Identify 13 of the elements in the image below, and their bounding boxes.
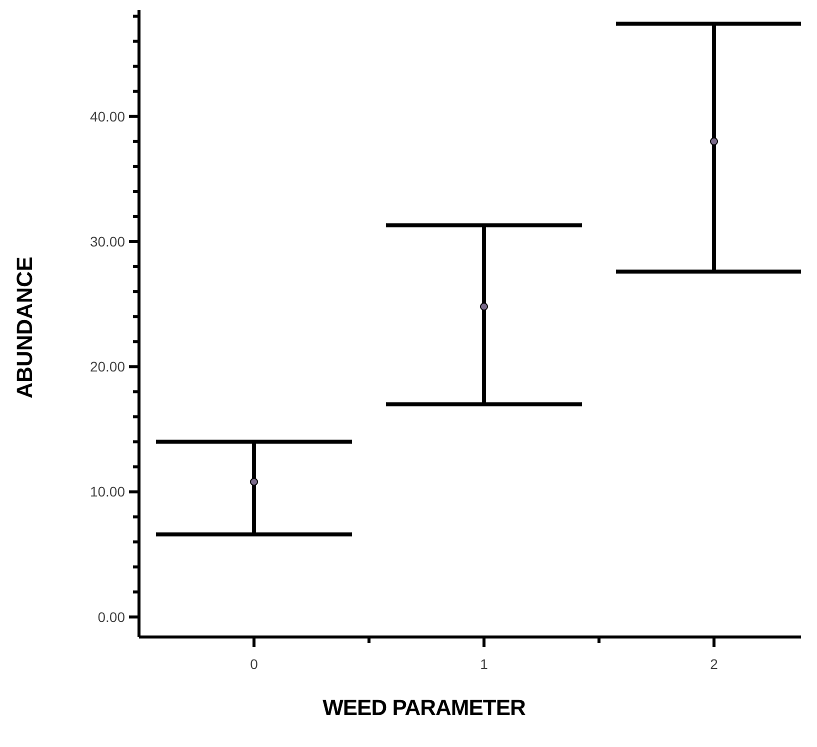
point [480, 302, 488, 311]
y-axis-title: ABUNDANCE [12, 256, 37, 398]
point [250, 478, 258, 486]
y-tick-label: 10.00 [90, 484, 126, 500]
x-tick-label: 1 [480, 656, 488, 672]
x-tick-label: 0 [250, 656, 258, 672]
x-tick-label: 2 [710, 656, 718, 672]
y-tick-label: 40.00 [90, 108, 126, 124]
x-axis-title: WEED PARAMETER [322, 695, 526, 720]
y-tick-label: 30.00 [90, 233, 126, 250]
y-tick-label: 0.00 [98, 608, 126, 625]
y-tick-label: 20.00 [90, 358, 126, 375]
point [710, 137, 718, 146]
